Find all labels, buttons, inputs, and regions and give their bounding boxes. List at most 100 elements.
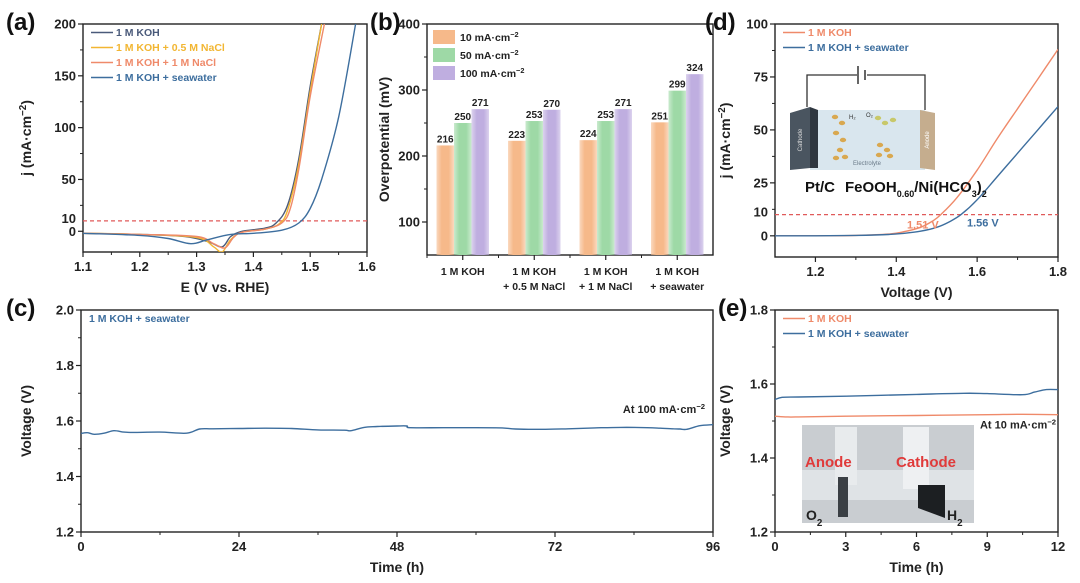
panel-label-d: (d): [705, 9, 736, 36]
x-tick-label: 48: [390, 539, 404, 554]
y-tick-label: 0: [69, 224, 76, 239]
x-tick-label: 1.6: [358, 259, 376, 274]
panel-label-c: (c): [6, 295, 35, 322]
x-tick-label: 1.2: [131, 259, 149, 274]
x-tick-label: 9: [984, 539, 991, 554]
bar: [614, 109, 632, 255]
series-line-1-m-koh-seawater: [83, 24, 357, 245]
y-tick-label: 1.2: [750, 525, 768, 540]
plot-frame-c: [80, 309, 714, 533]
legend-label: 1 M KOH + 1 M NaCl: [116, 57, 216, 69]
onset-annotation-koh: 1.51 V: [907, 220, 939, 232]
bar-value-label: 324: [686, 63, 703, 74]
legend-label: 1 M KOH + seawater: [116, 72, 217, 84]
y-tick-label: 100: [398, 215, 420, 230]
h2-photo-label: H2: [947, 507, 963, 529]
y-axis-label: Voltage (V): [717, 385, 733, 457]
x-tick-label: 72: [548, 539, 562, 554]
legend-label: 1 M KOH + seawater: [808, 42, 909, 54]
series-line-1-m-koh-seawater: [775, 106, 1058, 237]
y-tick-label: 1.8: [56, 358, 74, 373]
anode-electrode: [838, 477, 848, 517]
y-tick-label: 400: [398, 17, 420, 32]
y-tick-label: 0: [761, 228, 768, 243]
legend-swatch: [433, 30, 455, 44]
legend-label: 1 M KOH + seawater: [89, 313, 190, 325]
gas-bubble: [881, 120, 889, 126]
x-axis-label: Time (h): [889, 559, 943, 575]
photo-water-band: [802, 470, 974, 500]
category-label: 1 M KOH: [584, 266, 628, 278]
panel-e: 0 3 6 9 12 1.2 1.4 1.6 1.8 Time (h) Voltage (V) 1 M…: [717, 303, 1065, 576]
bar-value-label: 271: [615, 98, 632, 109]
electrolyte-label: Electrolyte: [853, 161, 882, 167]
gas-bubble: [874, 115, 882, 121]
y-tick-label: 100: [746, 17, 768, 32]
x-tick-label: 96: [706, 539, 720, 554]
cathode-electrode: [918, 485, 945, 518]
o2-label: O₂: [866, 113, 874, 119]
legend-swatch: [433, 48, 455, 62]
x-tick-label: 1.1: [74, 259, 92, 274]
panel-label-e: (e): [718, 295, 747, 322]
panel-label-b: (b): [370, 9, 401, 36]
y-tick-label: 75: [754, 69, 768, 84]
gas-bubble: [841, 154, 849, 160]
bar: [454, 123, 472, 255]
legend-label: 1 M KOH: [116, 27, 160, 39]
current-density-annotation: At 10 mA·cm−2: [980, 417, 1056, 432]
bar-value-label: 224: [580, 129, 597, 140]
gas-bubble: [886, 153, 894, 159]
legend-label: 10 mA·cm−2: [460, 30, 519, 45]
x-tick-label: 3: [842, 539, 849, 554]
bar-value-label: 251: [651, 111, 668, 122]
x-axis-label: Voltage (V): [880, 284, 952, 300]
bar-value-label: 216: [437, 134, 454, 145]
electrolyte-tank: [810, 110, 925, 170]
bar-value-label: 223: [508, 130, 525, 141]
bar: [525, 121, 543, 256]
legend-swatch: [433, 66, 455, 80]
panel-label-a: (a): [6, 9, 35, 36]
y-tick-label: 50: [754, 122, 768, 137]
x-tick-label: 1.4: [887, 264, 906, 279]
current-density-annotation: At 100 mA·cm−2: [623, 402, 705, 417]
x-tick-label: 1.3: [188, 259, 206, 274]
gas-bubble: [889, 117, 897, 123]
x-tick-label: 1.4: [244, 259, 263, 274]
y-axis-label: j (mA·cm−2): [717, 103, 734, 180]
y-axis-label: j (mA·cm−2): [18, 100, 35, 177]
bar-value-label: 250: [454, 112, 471, 123]
gas-bubble: [836, 147, 844, 153]
cathode-label: Cathode: [798, 128, 804, 151]
anode-plate: [920, 110, 935, 170]
bar: [436, 145, 454, 255]
category-label: 1 M KOH: [655, 266, 699, 278]
panel-b: 100 200 300 400 Overpotential (mV) 1 M KOH 216…: [376, 17, 714, 293]
x-tick-label: 1.2: [806, 264, 824, 279]
bar-value-label: 299: [669, 80, 686, 91]
anode-label: Anode: [925, 131, 931, 149]
gas-bubble: [832, 130, 840, 136]
electrolysis-photo-inset: Anode Cathode O2 H2: [802, 425, 974, 529]
y-tick-label: 100: [54, 120, 76, 135]
gas-bubble: [838, 120, 846, 126]
category-label: + 1 M NaCl: [579, 281, 632, 293]
y-tick-label: 300: [398, 83, 420, 98]
circuit-wire: [867, 74, 926, 110]
y-tick-label: 1.2: [56, 525, 74, 540]
h2-label: H₂: [849, 115, 856, 121]
cathode-material-label: Pt/C: [805, 179, 835, 196]
bar: [686, 74, 704, 255]
series-line-1-m-koh-seawater: [775, 388, 1058, 401]
x-axis-label: Time (h): [370, 559, 424, 575]
bar-value-label: 270: [543, 99, 560, 110]
panel-d: 1.2 1.4 1.6 1.8 0 25 50 75 100 10 Voltage (V) j (mA…: [717, 17, 1068, 301]
gas-bubble: [883, 147, 891, 153]
anode-material-label: FeOOH0.60/Ni(HCO3)2: [845, 179, 987, 199]
gas-bubble: [831, 114, 839, 120]
y-tick-label: 1.8: [750, 303, 768, 318]
gas-bubble: [876, 142, 884, 148]
legend-label: 50 mA·cm−2: [460, 48, 519, 63]
bar: [651, 122, 669, 255]
